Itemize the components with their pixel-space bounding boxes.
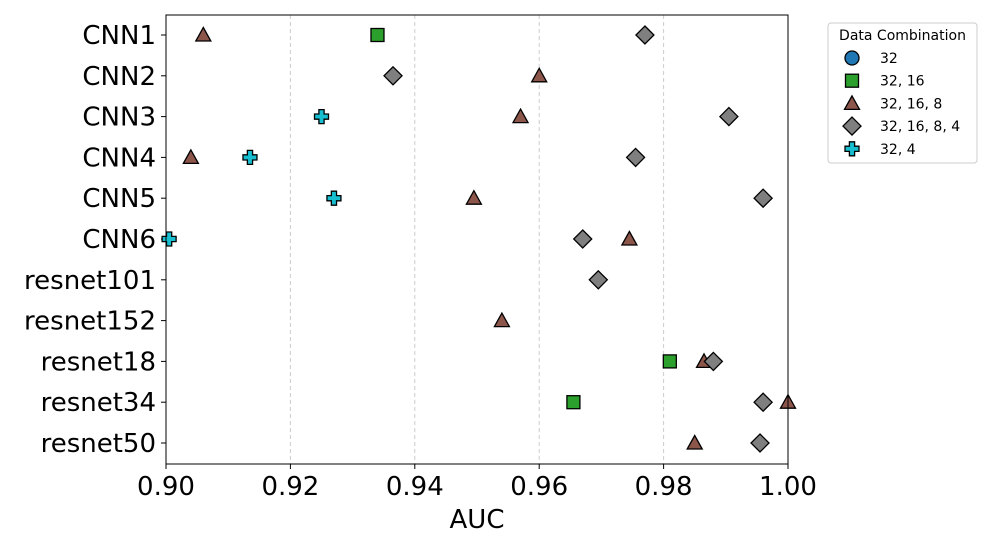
data-point-diamond (635, 25, 655, 45)
data-point-diamond (753, 188, 774, 209)
data-point-plus (161, 231, 177, 247)
x-tick-label: 0.98 (635, 472, 693, 502)
y-tick-labels: CNN1 CNN2 CNN3 CNN4 CNN5 CNN6 resnet101 resnet1… (24, 21, 156, 459)
y-tick-label: CNN1 (82, 21, 156, 51)
y-tick-label: resnet18 (41, 347, 156, 377)
legend-marker-triangle (843, 94, 861, 111)
y-tick-label: CNN6 (82, 225, 156, 255)
legend-label: 32, 16 (880, 74, 925, 90)
data-point-plus (326, 190, 342, 206)
data-point-triangle (686, 434, 704, 450)
data-point-diamond (588, 269, 609, 290)
legend-box (827, 22, 978, 164)
legend-label: 32, 16, 8 (880, 96, 942, 112)
x-tick-label: 0.92 (261, 472, 319, 502)
data-point-triangle (194, 26, 212, 42)
y-tick-label: CNN3 (82, 103, 156, 133)
legend-title: Data Combination (839, 28, 966, 44)
x-tick-label: 0.90 (137, 472, 195, 502)
y-tick-label: CNN2 (82, 62, 156, 92)
legend-label: 32 (880, 51, 898, 67)
data-point-diamond (572, 229, 593, 249)
legend: Data Combination 32 32, 16 32, 16, 8 32, 16,… (827, 22, 978, 164)
legend-label: 32, 16, 8, 4 (880, 119, 960, 135)
x-tick-label: 0.94 (386, 472, 444, 502)
data-point-triangle (493, 311, 511, 328)
y-tick-label: CNN4 (82, 143, 156, 173)
data-point-diamond (383, 65, 403, 86)
data-point-triangle (465, 189, 483, 205)
legend-marker-circle (844, 50, 860, 66)
y-tick-label: resnet34 (41, 388, 156, 418)
data-point-square (370, 27, 385, 43)
y-tick-label: resnet152 (24, 307, 156, 337)
legend-marker-diamond (842, 116, 862, 137)
data-point-triangle (182, 148, 200, 165)
data-point-diamond (750, 433, 770, 453)
x-tick-labels: 0.90 0.92 0.94 0.96 0.98 1.00 (137, 472, 817, 502)
data-point-plus (313, 108, 330, 125)
data-point-diamond (753, 392, 774, 413)
x-axis-title: AUC (450, 505, 505, 535)
data-point-triangle (511, 107, 530, 124)
data-point-diamond (703, 351, 724, 372)
plot-frame (165, 14, 789, 465)
y-tick-label: resnet50 (41, 429, 156, 459)
data-point-square (566, 395, 581, 410)
legend-label: 32, 4 (880, 142, 916, 158)
legend-marker-plus (844, 141, 860, 157)
x-tick-label: 0.96 (510, 472, 568, 502)
data-point-diamond (718, 106, 739, 127)
data-point-triangle (620, 230, 638, 246)
x-grid-lines (161, 15, 789, 469)
y-tick-label: resnet101 (24, 266, 156, 296)
legend-marker-square (844, 73, 860, 88)
data-point-square (662, 354, 677, 369)
data-point-triangle (530, 66, 548, 83)
data-point-plus (242, 149, 258, 166)
y-tick-label: CNN5 (82, 184, 156, 214)
x-tick-label: 1.00 (759, 472, 817, 502)
data-point-diamond (625, 147, 646, 168)
data-points (161, 25, 797, 453)
